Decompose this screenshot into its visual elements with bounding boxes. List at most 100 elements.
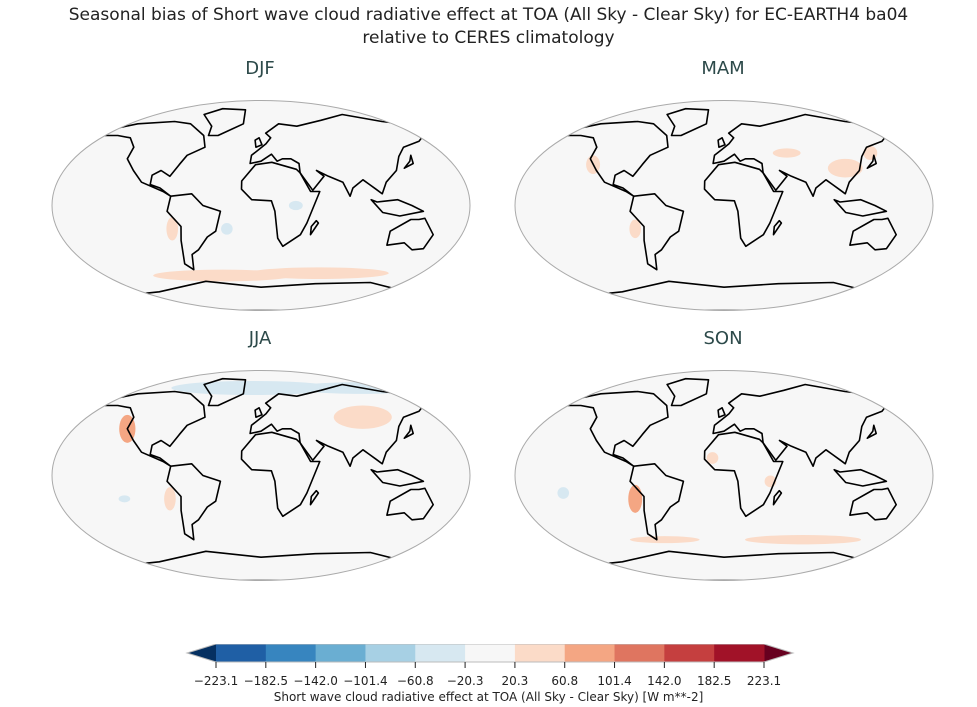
coastline-antarctica [577,280,876,311]
coastline-british-isles [254,136,263,149]
colorbar-tick-label: 223.1 [746,674,782,688]
panel-title-djf: DJF [245,58,275,79]
coastline-greenland [666,107,710,137]
colorbar-tick-label: −223.1 [193,674,239,688]
bias-patch [772,148,801,158]
coastline-north-america [565,390,669,467]
globe-background [52,370,470,581]
colorbar-segment [265,644,317,662]
colorbar-tick-label: 60.8 [551,674,579,688]
coastline-british-isles [717,136,726,149]
bias-patch [629,219,642,239]
bias-patch [706,452,719,464]
coastline-japan [403,424,415,439]
colorbar-segment [664,644,715,662]
colorbar-tick-label: −60.8 [396,674,434,688]
coastline-japan [866,424,878,439]
coastline-africa [703,431,784,518]
map-border [514,100,934,311]
coastline-madagascar [309,219,320,236]
coastline-north-america [102,390,206,467]
colorbar-label: Short wave cloud radiative effect at TOA… [273,690,704,704]
coastline-north-america [102,120,206,197]
colorbar-segment [614,644,665,662]
bias-patch [628,484,643,513]
map-mam [514,100,934,311]
coastline-south-america [629,463,685,541]
bias-patch [288,200,303,211]
coastline-north-america [565,120,669,197]
coastline-australia [849,217,898,251]
colorbar-tick-label: −20.3 [446,674,484,688]
colorbar [185,644,795,668]
bias-patch [118,495,131,503]
coastline-madagascar [772,219,783,236]
coastline-south-america [166,463,222,541]
map-jja [51,370,471,581]
coastline-maritime-continent [370,468,425,487]
coastline-maritime-continent [833,198,888,217]
colorbar-segment [465,644,516,662]
coastline-eurasia [249,113,425,197]
coastline-british-isles [254,406,263,419]
colorbar-tick-label: −101.4 [343,674,388,688]
bias-patch [333,405,392,429]
coastline-japan [403,154,415,169]
bias-patch [744,535,862,545]
globe-background [515,370,933,581]
colorbar-tick-label: 182.5 [696,674,732,688]
map-border [51,370,471,581]
bias-patch [249,267,389,279]
map-djf [51,100,471,311]
colorbar-tick-label: 101.4 [597,674,632,688]
coastline-australia [849,487,898,521]
colorbar-segment [514,644,566,662]
coastline-greenland [203,107,247,137]
panel-title-mam: MAM [701,58,745,79]
figure-title-line2: relative to CERES climatology [362,28,615,48]
coastline-antarctica [577,550,876,581]
map-border [514,370,934,581]
colorbar-segment [564,644,616,662]
coastline-africa [703,161,784,248]
bias-patch [557,487,570,499]
colorbar-tick-label: −182.5 [243,674,289,688]
colorbar-tick-label: −142.0 [293,674,338,688]
colorbar-under-arrow [187,644,216,662]
coastline-japan [866,154,878,169]
coastline-australia [386,487,435,521]
colorbar-segment [315,644,366,662]
bias-patch [171,381,334,395]
globe-background [515,100,933,311]
coastline-antarctica [114,550,413,581]
map-son [514,370,934,581]
colorbar-segment [216,644,267,662]
bias-patch [221,223,233,235]
colorbar-segment [714,644,765,662]
coastline-greenland [666,377,710,407]
panel-title-son: SON [703,328,743,349]
coastline-south-america [629,193,685,271]
coastline-eurasia [249,383,425,467]
coastline-africa [240,431,321,518]
coastline-africa [240,161,321,248]
colorbar-tick-label: 20.3 [501,674,529,688]
coastline-madagascar [772,489,783,506]
map-border [51,100,471,311]
coastline-south-america [166,193,222,271]
coastline-eurasia [712,383,888,467]
globe-background [52,100,470,311]
bias-patch [827,158,863,178]
colorbar-segment [415,644,466,662]
bias-patch [629,536,700,544]
coastline-maritime-continent [833,468,888,487]
coastline-australia [386,217,435,251]
bias-patch [166,217,179,241]
panel-title-jja: JJA [248,328,272,349]
figure-title-line1: Seasonal bias of Short wave cloud radiat… [68,5,909,25]
coastline-antarctica [114,280,413,311]
coastline-eurasia [712,113,888,197]
coastline-british-isles [717,406,726,419]
colorbar-over-arrow [764,644,793,662]
coastline-madagascar [309,489,320,506]
